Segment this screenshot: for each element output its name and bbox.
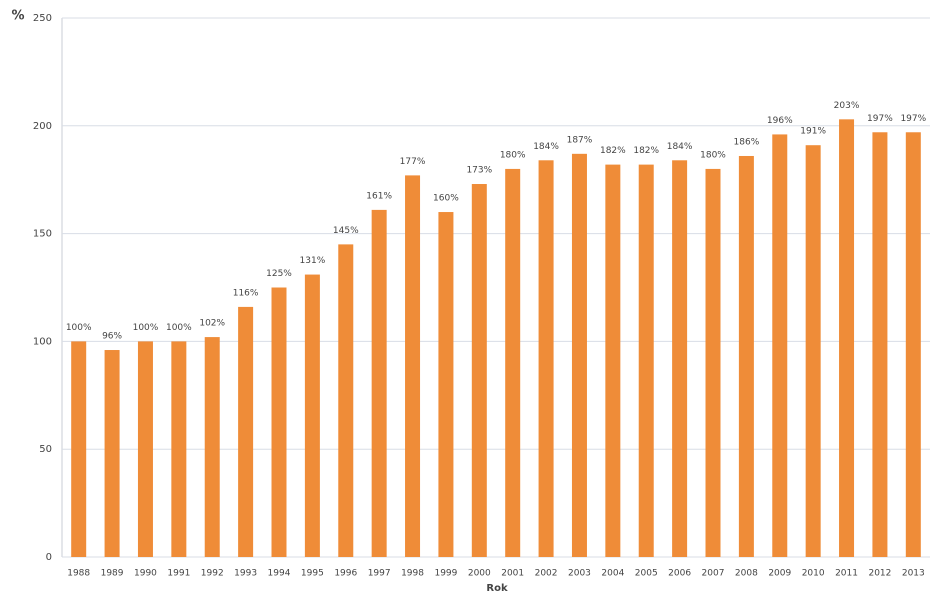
value-label: 180% [700,150,726,160]
bar [304,274,320,557]
x-tick-label: 2013 [902,569,925,579]
bar [672,160,688,557]
bar [405,175,421,557]
x-tick-label: 2010 [802,569,825,579]
y-tick-label: 100 [33,336,52,347]
x-tick-label: 1988 [67,569,90,579]
value-label: 182% [633,146,659,156]
x-tick-label: 1999 [434,569,457,579]
y-tick-label: 200 [33,121,52,132]
x-tick-label: 1995 [301,569,324,579]
x-tick-label: 2008 [735,569,758,579]
bar [839,119,855,557]
x-tick-label: 1997 [368,569,391,579]
value-label: 184% [667,142,693,152]
bar [71,341,87,557]
x-tick-label: 2012 [868,569,891,579]
bar [538,160,554,557]
bar [738,155,754,557]
x-tick-label: 1994 [268,569,291,579]
value-label: 125% [266,269,292,279]
bar [271,287,287,557]
x-tick-label: 2001 [501,569,524,579]
bar [705,168,721,558]
value-label: 131% [300,256,326,266]
bar [605,164,621,557]
x-tick-label: 2006 [668,569,691,579]
bar [137,341,153,557]
x-tick-label: 1996 [334,569,357,579]
bar [772,134,788,557]
value-label: 100% [166,323,192,333]
value-label: 197% [900,114,926,124]
y-tick-label: 250 [33,13,52,24]
value-label: 187% [567,135,593,145]
value-label: 191% [800,127,826,137]
y-tick-label: 50 [39,444,52,455]
bar [571,153,587,557]
value-label: 180% [500,150,526,160]
value-label: 161% [366,191,392,201]
value-label: 145% [333,226,359,236]
value-label: 196% [767,116,793,126]
x-tick-label: 2002 [535,569,558,579]
x-tick-label: 2007 [702,569,725,579]
x-tick-label: 1991 [167,569,190,579]
x-tick-label: 2004 [601,569,624,579]
value-label: 160% [433,194,459,204]
x-tick-label: 1990 [134,569,157,579]
value-label: 102% [199,319,225,329]
bar [805,145,821,558]
bar [104,350,120,557]
bar [338,244,354,557]
bar [171,341,187,557]
bar [638,164,654,557]
value-label: 116% [233,288,259,298]
x-tick-label: 2000 [468,569,491,579]
x-tick-label: 2003 [568,569,591,579]
value-label: 177% [400,157,426,167]
x-tick-label: 2009 [768,569,791,579]
x-tick-label: 1992 [201,569,224,579]
value-label: 203% [834,101,860,111]
x-tick-label: 2005 [635,569,658,579]
bar [371,209,387,557]
x-tick-label: 1989 [101,569,124,579]
value-label: 100% [66,323,92,333]
value-label: 96% [102,332,122,342]
bar [505,168,521,558]
x-axis-label: Rok [486,583,508,594]
value-label: 186% [734,137,760,147]
bar [471,184,487,557]
value-label: 100% [133,323,159,333]
y-tick-label: 150 [33,229,52,240]
x-tick-label: 1993 [234,569,257,579]
value-label: 173% [466,166,492,176]
y-axis-label: % [11,9,24,24]
x-tick-label: 1998 [401,569,424,579]
bar [204,337,220,557]
value-label: 182% [600,146,626,156]
bar [905,132,921,557]
bar [438,212,454,558]
value-label: 184% [533,142,559,152]
value-label: 197% [867,114,893,124]
bar [238,306,254,557]
y-tick-label: 0 [46,552,52,563]
bar [872,132,888,557]
x-tick-label: 2011 [835,569,858,579]
